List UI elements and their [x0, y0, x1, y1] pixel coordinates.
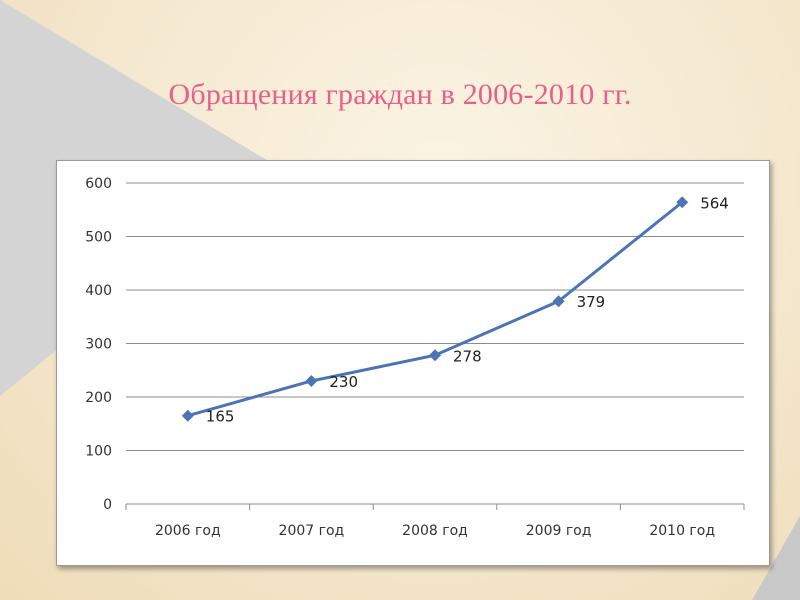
chart-frame: 0 100 200 300 400 500 600 2006 год 2007 год 2008 … [56, 160, 770, 566]
y-tick-label-100: 100 [85, 444, 112, 460]
y-tick-label-400: 400 [85, 283, 112, 299]
data-label-3: 278 [453, 347, 482, 365]
x-tick-label-1: 2006 год [155, 523, 221, 539]
y-tick-label-500: 500 [85, 230, 112, 246]
y-tick-label-200: 200 [85, 390, 112, 406]
data-point-3 [429, 349, 441, 362]
y-tick-label-300: 300 [85, 337, 112, 353]
y-tick-label-600: 600 [85, 176, 112, 192]
data-label-1: 165 [206, 408, 235, 426]
data-point-5 [676, 196, 689, 209]
data-label-2: 230 [329, 373, 358, 391]
data-point-2 [305, 374, 318, 387]
x-tick-label-3: 2008 год [402, 523, 468, 539]
line-chart: 0 100 200 300 400 500 600 2006 год 2007 год 2008 … [85, 176, 745, 539]
slide-title: Обращения граждан в 2006-2010 гг. [168, 78, 632, 111]
x-tick-label-5: 2010 год [649, 523, 715, 539]
data-label-5: 564 [700, 194, 729, 212]
y-tick-label-0: 0 [103, 497, 112, 513]
series-line [187, 201, 684, 418]
data-point-1 [181, 409, 194, 422]
data-label-4: 379 [577, 293, 606, 311]
data-point-4 [552, 295, 565, 308]
x-tick-label-4: 2009 год [526, 523, 592, 539]
x-tick-label-2: 2007 год [279, 523, 345, 539]
